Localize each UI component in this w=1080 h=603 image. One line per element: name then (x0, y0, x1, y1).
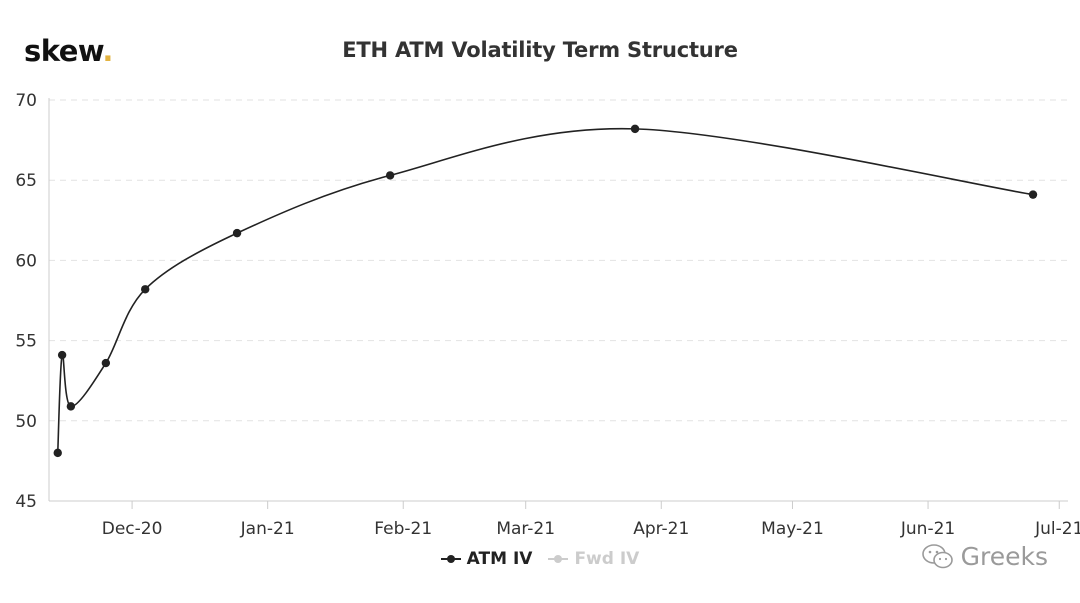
y-tick-label: 50 (15, 412, 37, 432)
y-tick-label: 45 (15, 492, 37, 512)
y-tick-label: 65 (15, 171, 37, 191)
data-point (53, 448, 62, 458)
x-tick-label: Apr-21 (633, 519, 689, 539)
grid-lines (49, 99, 1068, 422)
x-tick-label: May-21 (761, 519, 824, 539)
data-point (232, 228, 242, 238)
data-point (1028, 190, 1038, 199)
legend-item-atm-iv[interactable]: ATM IV (440, 549, 533, 569)
data-point (101, 358, 111, 368)
x-tick-label: Mar-21 (496, 519, 555, 539)
x-tick-label: Jul-21 (1034, 519, 1080, 539)
series-layer (53, 124, 1038, 458)
data-point (141, 285, 150, 294)
wechat-icon (921, 543, 953, 568)
watermark: Greeks (921, 542, 1048, 571)
skew-logo: skew. (24, 34, 113, 68)
y-tick-label: 70 (15, 91, 37, 111)
logo-text: skew (24, 34, 103, 68)
data-point (66, 402, 76, 411)
chart-title: ETH ATM Volatility Term Structure (342, 38, 738, 62)
x-tick-label: Dec-20 (102, 519, 163, 539)
data-point (385, 171, 395, 180)
x-tick-label: Feb-21 (374, 519, 432, 539)
x-tick-label: Jan-21 (240, 519, 295, 539)
x-tick-label: Jun-21 (900, 519, 955, 539)
data-point (57, 350, 67, 360)
legend-marker-icon (548, 553, 569, 565)
legend-label-fwd-iv: Fwd IV (574, 549, 640, 569)
legend-label-atm-iv: ATM IV (466, 549, 533, 569)
legend-item-fwd-iv[interactable]: Fwd IV (548, 549, 639, 569)
logo-dot: . (102, 34, 113, 68)
legend: ATM IV Fwd IV (0, 549, 1080, 569)
y-tick-label: 60 (15, 251, 37, 271)
series-line-atm-iv (56, 127, 1034, 453)
watermark-text: Greeks (960, 542, 1048, 571)
legend-marker-icon (440, 553, 461, 565)
data-point (630, 124, 640, 134)
axes: 45 50 55 60 65 70 Dec-20 Jan-21 Feb-21 Mar-21 Apr-… (15, 91, 1080, 539)
y-tick-label: 55 (15, 332, 37, 352)
